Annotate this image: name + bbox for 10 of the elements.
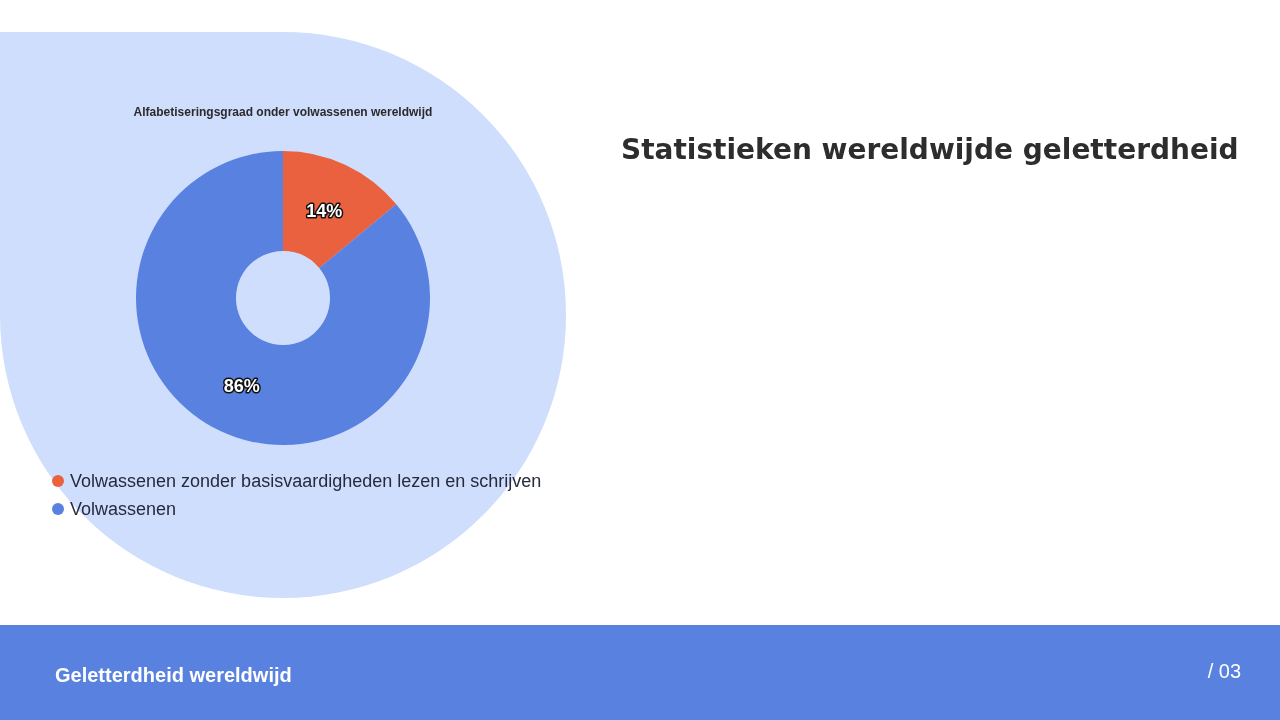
text: Geletterdheid wereldwijd bbox=[55, 664, 292, 686]
text: Statistieken wereldwijde geletterdheid bbox=[621, 133, 1239, 166]
text: / 03 bbox=[1207, 660, 1241, 682]
donut-slice bbox=[136, 151, 430, 445]
legend-label: Volwassenen zonder basisvaardigheden lezen en schrijven bbox=[70, 471, 542, 492]
data-label: 14% bbox=[306, 200, 343, 221]
donut-slice bbox=[283, 151, 397, 269]
chart-title: Alfabetiseringsgraad onder volwassenen wereldwijd bbox=[133, 105, 433, 119]
data-label: 86% bbox=[223, 376, 260, 397]
legend-label: Volwassenen bbox=[70, 499, 177, 520]
